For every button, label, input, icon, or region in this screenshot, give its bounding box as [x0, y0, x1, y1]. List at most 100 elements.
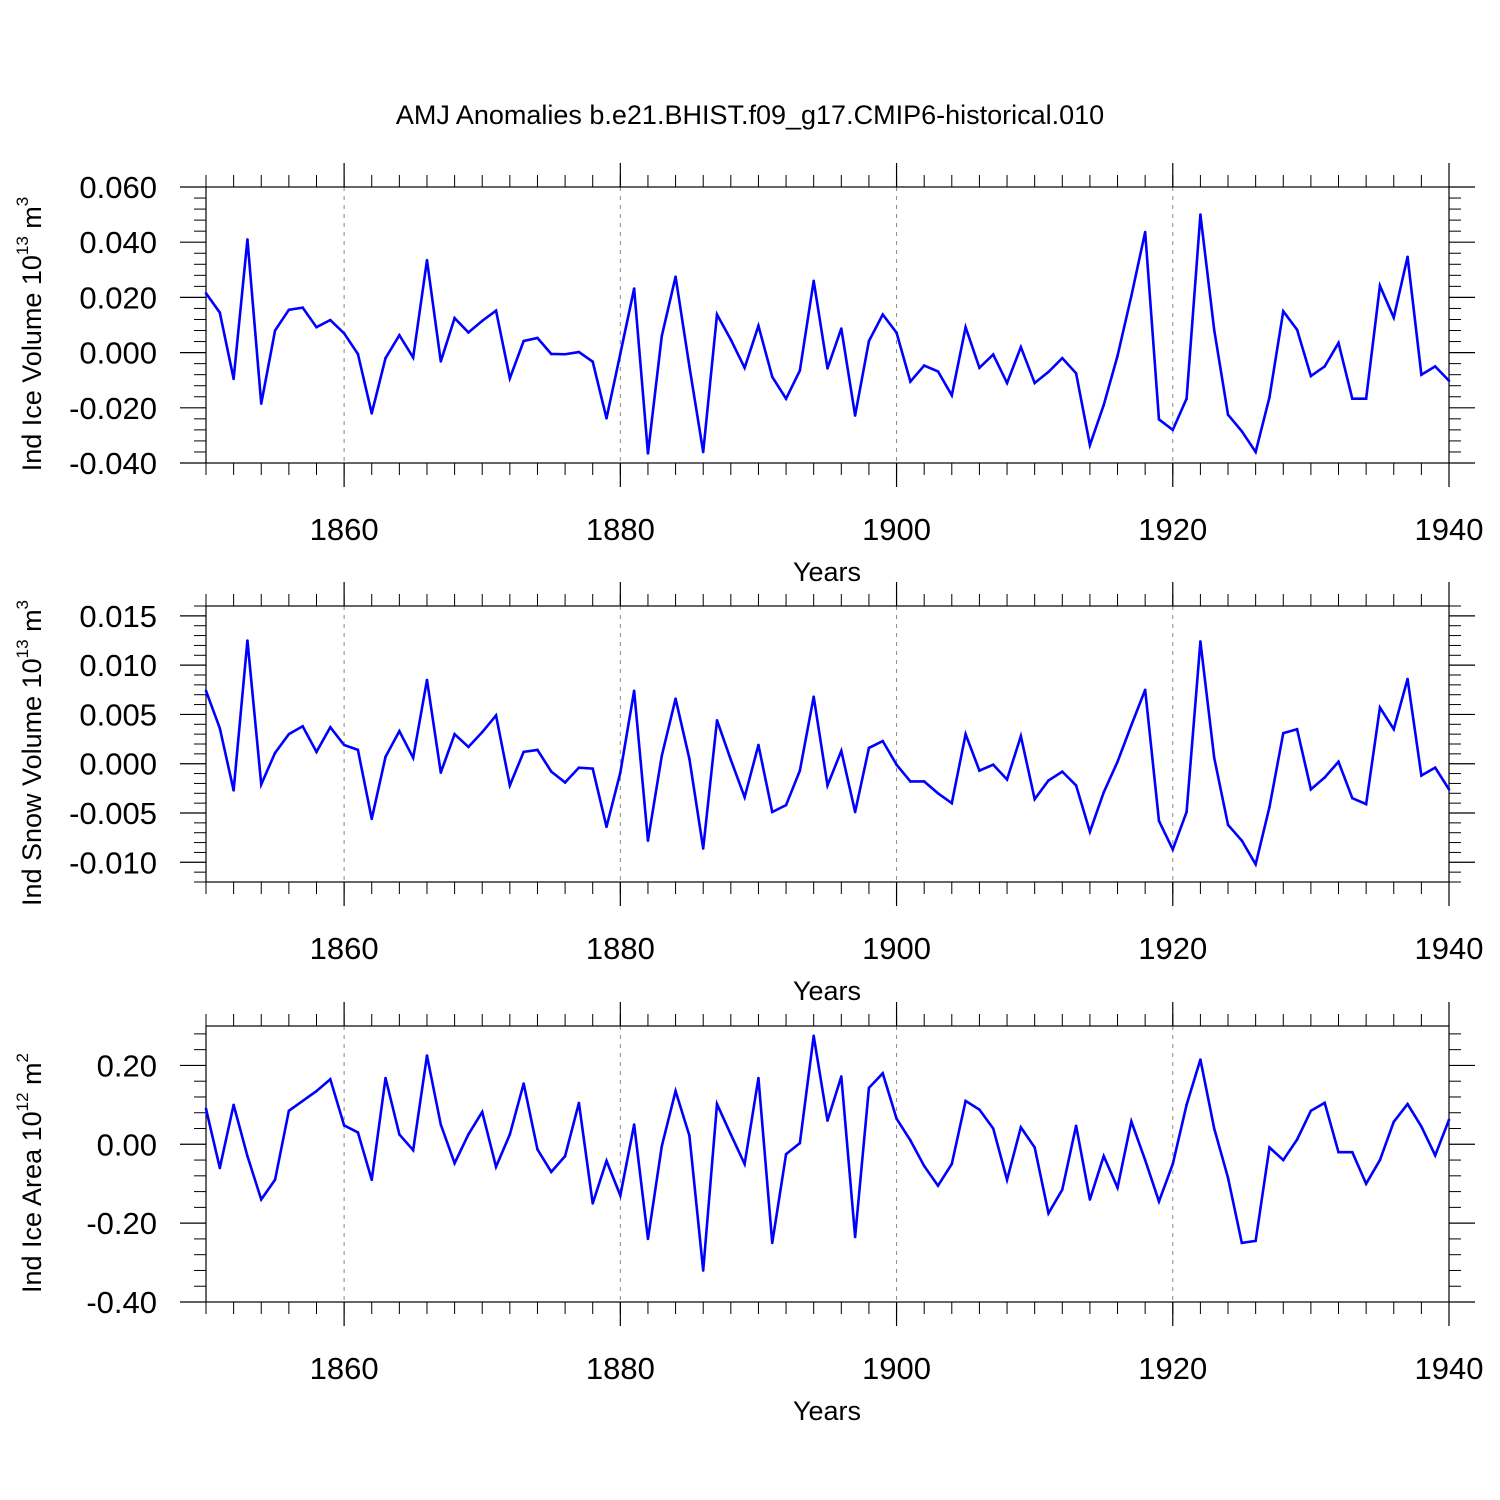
- data-point: [1019, 1126, 1023, 1129]
- data-point: [978, 366, 981, 370]
- data-point: [591, 767, 595, 770]
- y-tick-label: -0.005: [69, 796, 157, 831]
- data-point: [1199, 1058, 1202, 1061]
- data-point: [1005, 381, 1009, 385]
- series-line: [204, 214, 1450, 456]
- data-point: [1351, 397, 1354, 400]
- data-point: [384, 755, 387, 759]
- data-point: [549, 352, 553, 356]
- data-point: [895, 331, 898, 335]
- data-point: [1060, 356, 1064, 360]
- data-point: [1102, 791, 1106, 794]
- data-point: [853, 1235, 857, 1239]
- data-point: [1088, 443, 1092, 447]
- data-point: [867, 746, 871, 750]
- data-point: [701, 1269, 705, 1272]
- data-point: [743, 366, 746, 370]
- data-point: [1171, 1162, 1175, 1166]
- data-point: [646, 452, 650, 455]
- y-label-unit: m: [17, 206, 47, 236]
- data-point: [881, 739, 885, 743]
- data-point: [480, 730, 484, 734]
- data-point: [757, 324, 760, 328]
- data-point: [315, 1089, 318, 1093]
- y-tick-label: -0.20: [86, 1206, 157, 1241]
- data-point: [1337, 760, 1340, 764]
- data-point: [909, 380, 912, 383]
- data-point: [1199, 640, 1202, 643]
- data-point: [619, 771, 622, 774]
- data-point: [605, 1159, 608, 1163]
- data-point: [798, 769, 802, 772]
- y-tick-label: 0.005: [79, 697, 157, 732]
- data-point: [1130, 723, 1133, 727]
- data-point: [964, 325, 967, 329]
- y-label-text: Ind Ice Area 10: [17, 1111, 47, 1293]
- data-point: [1420, 1125, 1423, 1128]
- data-point: [853, 414, 857, 417]
- data-point: [922, 780, 926, 783]
- data-point: [895, 1117, 898, 1120]
- x-tick-label: 1900: [862, 1351, 931, 1386]
- data-point: [991, 1127, 995, 1130]
- data-point: [1074, 372, 1078, 375]
- data-point: [398, 1133, 401, 1136]
- data-point: [950, 394, 954, 397]
- data-point: [329, 725, 332, 729]
- data-point: [1185, 810, 1188, 814]
- data-point: [729, 758, 733, 762]
- data-point: [674, 275, 677, 279]
- y-tick-label: 0.015: [79, 599, 157, 634]
- data-point: [840, 327, 843, 330]
- data-point: [1088, 1198, 1092, 1201]
- y-tick-label: 0.020: [79, 280, 157, 315]
- data-point: [840, 1075, 843, 1078]
- data-point: [632, 1123, 636, 1126]
- y-axis-label: Ind Ice Volume 1013 m3: [13, 197, 47, 472]
- x-tick-label: 1920: [1138, 931, 1207, 966]
- y-tick-label: 0.00: [97, 1127, 157, 1162]
- data-point: [301, 306, 304, 309]
- data-point: [563, 1154, 567, 1158]
- data-point: [1005, 778, 1009, 781]
- data-point: [273, 751, 277, 755]
- data-point: [1033, 797, 1036, 801]
- data-point: [1351, 796, 1354, 800]
- data-point: [1074, 784, 1078, 787]
- data-point: [1019, 734, 1023, 738]
- data-point: [867, 1086, 871, 1090]
- y-tick-label: -0.40: [86, 1285, 157, 1320]
- data-point: [356, 352, 360, 356]
- data-point: [812, 695, 815, 698]
- data-point: [522, 1082, 525, 1085]
- x-tick-label: 1860: [310, 931, 379, 966]
- data-point: [1060, 770, 1064, 773]
- data-point: [812, 1034, 815, 1038]
- data-point: [1406, 255, 1409, 259]
- data-point: [784, 1152, 788, 1156]
- series-line: [204, 1035, 1451, 1271]
- data-point: [398, 333, 401, 337]
- data-point: [660, 754, 664, 758]
- x-tick-label: 1900: [862, 931, 931, 966]
- data-point: [936, 370, 940, 373]
- data-point: [1406, 677, 1409, 681]
- data-point: [204, 1107, 208, 1111]
- data-point: [549, 1170, 553, 1174]
- data-point: [922, 364, 926, 367]
- data-point: [411, 1148, 415, 1152]
- data-point: [1309, 788, 1313, 791]
- y-tick-label: -0.040: [69, 446, 157, 481]
- data-point: [605, 825, 608, 829]
- data-point: [1102, 403, 1106, 407]
- data-point: [1240, 839, 1244, 842]
- x-tick-label: 1880: [586, 1351, 655, 1386]
- data-point: [577, 766, 581, 769]
- data-point: [370, 1178, 374, 1182]
- data-point: [1420, 774, 1423, 777]
- data-point: [1143, 230, 1147, 234]
- data-point: [453, 1161, 456, 1165]
- y-label-unit: m: [17, 609, 47, 639]
- data-point: [1295, 727, 1299, 731]
- data-point: [867, 339, 871, 343]
